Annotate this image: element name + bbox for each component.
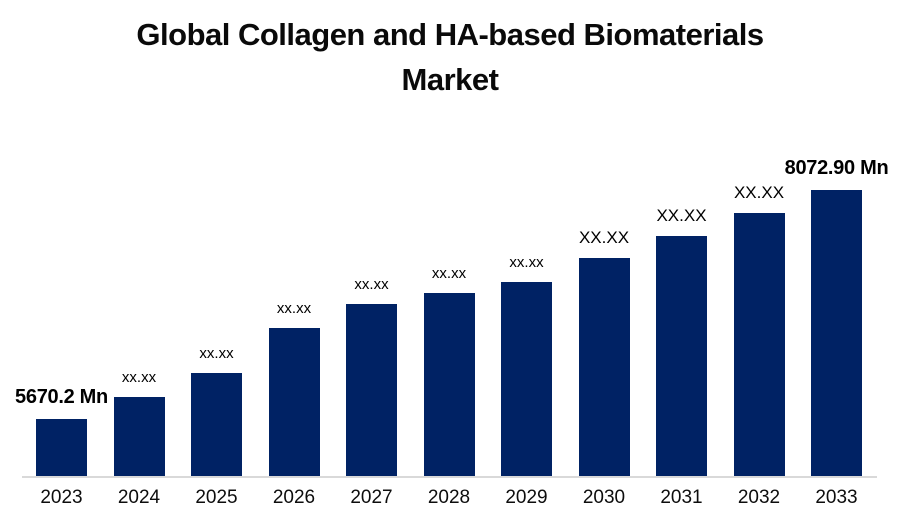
x-tick-2027: 2027 xyxy=(350,487,393,508)
x-tick-2031: 2031 xyxy=(660,487,703,508)
bar-2033 xyxy=(811,190,862,476)
x-tick-2025: 2025 xyxy=(195,487,238,508)
bar-2025 xyxy=(191,373,242,476)
x-tick-2030: 2030 xyxy=(582,487,626,508)
x-tick-2032: 2032 xyxy=(737,487,781,508)
x-axis-line xyxy=(22,476,877,478)
bar-2031 xyxy=(656,236,707,476)
value-label-2025: xx.xx xyxy=(199,345,234,362)
value-label-2029: xx.xx xyxy=(509,254,544,271)
value-label-2028: xx.xx xyxy=(431,265,467,282)
bar-2030 xyxy=(578,258,630,476)
bar-2026 xyxy=(268,328,320,476)
bar-2032 xyxy=(733,213,785,476)
chart-title-line2: Market xyxy=(401,62,499,97)
value-label-2032: XX.XX xyxy=(733,183,785,202)
bar-2023 xyxy=(36,419,87,476)
bar-2028 xyxy=(423,293,475,476)
value-label-2027: xx.xx xyxy=(354,276,389,293)
x-tick-2029: 2029 xyxy=(505,487,548,508)
bar-2027 xyxy=(346,304,397,476)
value-label-2023: 5670.2 Mn xyxy=(15,386,108,408)
x-tick-2026: 2026 xyxy=(272,487,316,508)
value-label-2031: XX.XX xyxy=(656,206,707,225)
value-label-2024: xx.xx xyxy=(121,369,157,386)
x-tick-2023: 2023 xyxy=(40,487,83,508)
value-label-2033: 8072.90 Mn xyxy=(784,157,889,179)
bar-2024 xyxy=(113,397,165,476)
value-label-2026: xx.xx xyxy=(276,300,312,317)
x-tick-2033: 2033 xyxy=(815,487,858,508)
value-label-2030: XX.XX xyxy=(578,228,630,247)
x-tick-2028: 2028 xyxy=(427,487,471,508)
bar-2029 xyxy=(501,282,552,476)
chart-title: Global Collagen and HA-based Biomaterial… xyxy=(0,12,900,102)
x-tick-2024: 2024 xyxy=(117,487,161,508)
chart-title-line1: Global Collagen and HA-based Biomaterial… xyxy=(136,17,764,52)
